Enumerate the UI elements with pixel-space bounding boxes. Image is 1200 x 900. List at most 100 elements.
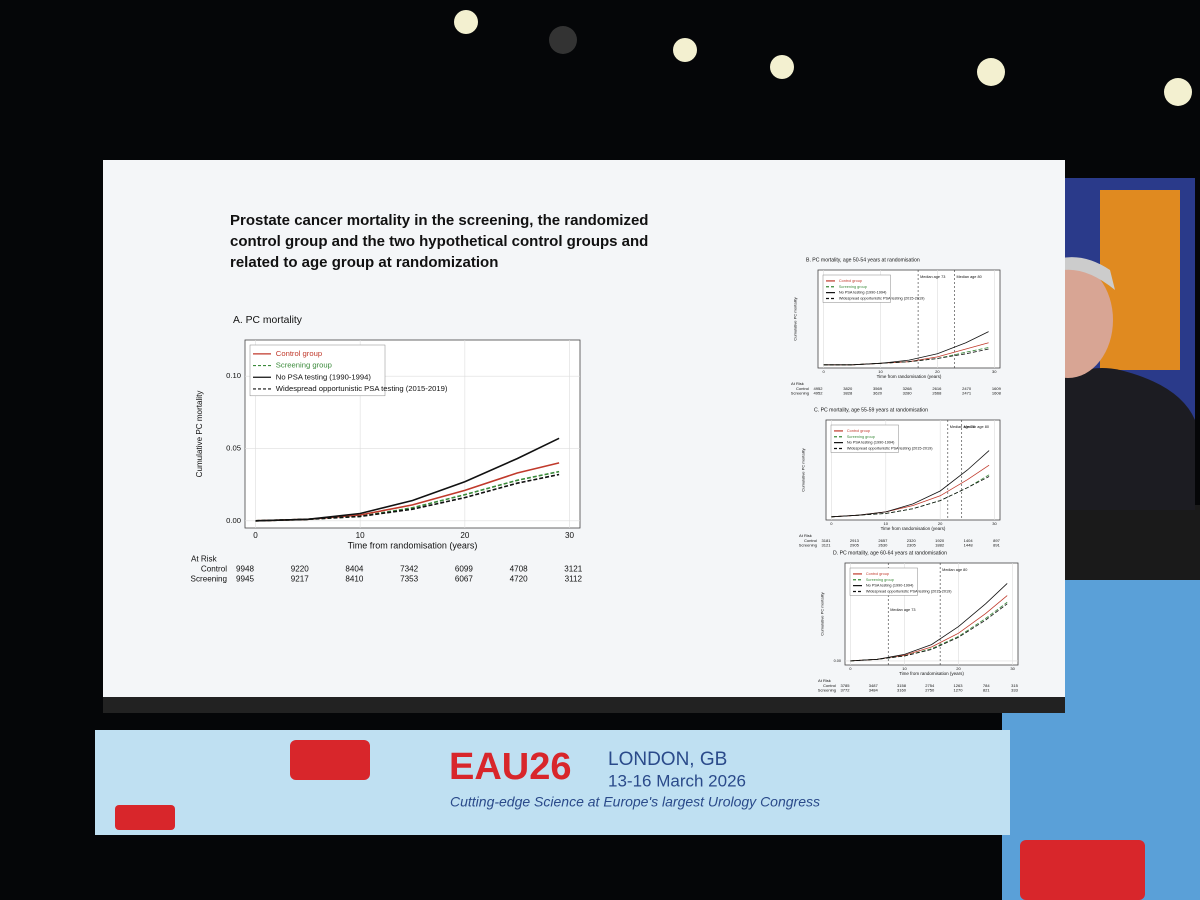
x-tick-label: 20 [938, 521, 943, 526]
at-risk-value: 3268 [903, 386, 913, 391]
at-risk-value: 2905 [850, 543, 860, 548]
at-risk-title: At Risk [799, 533, 813, 538]
banner-tagline: Cutting-edge Science at Europe's largest… [450, 794, 820, 810]
legend-label: Screening group [866, 578, 894, 582]
bus-art [290, 740, 370, 780]
series-line [255, 437, 560, 522]
at-risk-value: 897 [993, 538, 1001, 543]
annotation: Median age 70 [950, 425, 975, 429]
x-tick-label: 30 [1010, 666, 1015, 671]
x-tick-label: 10 [356, 531, 366, 540]
at-risk-row-name: Screening [818, 688, 836, 693]
at-risk-value: 3158 [897, 683, 907, 688]
stage-lights [454, 10, 1192, 106]
chart-title: D. PC mortality, age 60-64 years at rand… [833, 550, 947, 556]
legend-label: Control group [839, 279, 862, 283]
at-risk-value: 4708 [510, 565, 529, 574]
at-risk-value: 3785 [840, 683, 850, 688]
at-risk-value: 8410 [345, 574, 364, 583]
y-axis-label: Cumulative PC mortality [793, 296, 798, 340]
at-risk-value: 3160 [897, 688, 907, 693]
chart-title: C. PC mortality, age 55-59 years at rand… [814, 407, 928, 413]
series-line [255, 473, 560, 522]
at-risk-value: 1609 [992, 386, 1002, 391]
x-axis-label: Time from randomisation (years) [348, 540, 478, 550]
at-risk-title: At Risk [191, 555, 218, 564]
x-axis-label: Time from randomisation (years) [899, 671, 964, 676]
at-risk-value: 1608 [992, 391, 1002, 396]
at-risk-row-name: Screening [791, 391, 809, 396]
at-risk-value: 821 [983, 688, 991, 693]
at-risk-value: 8404 [345, 565, 364, 574]
slide-title-box: Prostate cancer mortality in the screeni… [230, 212, 649, 271]
slide-title: Prostate cancer mortality in the screeni… [230, 212, 649, 271]
at-risk-row-name: Screening [799, 543, 817, 548]
x-tick-label: 20 [935, 369, 940, 374]
legend-label: Widespread opportunistic PSA testing (20… [276, 384, 448, 393]
at-risk-value: 2630 [878, 543, 888, 548]
at-risk-value: 3828 [843, 391, 853, 396]
x-tick-label: 30 [992, 521, 997, 526]
chart-title: A. PC mortality [233, 315, 303, 326]
x-tick-label: 10 [878, 369, 883, 374]
at-risk-row-name: Control [796, 386, 809, 391]
at-risk-value: 9948 [236, 565, 255, 574]
legend-box [822, 274, 891, 303]
legend-label: Widespread opportunistic PSA testing (20… [866, 589, 952, 593]
at-risk-row-name: Control [823, 683, 836, 688]
at-risk-value: 3280 [903, 391, 913, 396]
legend-box [249, 344, 386, 397]
at-risk-value: 6099 [455, 565, 474, 574]
legend-box [849, 567, 918, 596]
at-risk-value: 2470 [962, 386, 972, 391]
series-line [823, 331, 989, 366]
at-risk-value: 2320 [907, 538, 917, 543]
y-axis-label: Cumulative PC mortality [801, 447, 806, 491]
at-risk-value: 3569 [873, 386, 883, 391]
legend-label: Screening group [847, 435, 875, 439]
legend-label: No PSA testing (1990-1994) [847, 441, 895, 445]
annotation: Median age 80 [964, 425, 989, 429]
at-risk-value: 1270 [954, 688, 964, 693]
x-tick-label: 10 [884, 521, 889, 526]
legend-label: No PSA testing (1990-1994) [866, 584, 914, 588]
bus-art [1020, 840, 1145, 900]
at-risk-value: 1263 [954, 683, 964, 688]
at-risk-value: 4720 [510, 574, 529, 583]
y-axis-label: Cumulative PC mortality [820, 591, 825, 635]
side-screen-art [1100, 190, 1180, 370]
at-risk-title: At Risk [791, 381, 805, 386]
x-tick-label: 30 [992, 369, 997, 374]
series-line [850, 603, 1008, 662]
at-risk-value: 3121 [821, 543, 831, 548]
at-risk-value: 2668 [932, 391, 942, 396]
legend-label: Screening group [839, 285, 867, 289]
y-tick-label: 0.10 [226, 371, 241, 380]
at-risk-value: 3487 [869, 683, 879, 688]
x-axis-label: Time from randomisation (years) [881, 526, 946, 531]
at-risk-value: 1882 [935, 543, 945, 548]
at-risk-value: 9220 [291, 565, 310, 574]
series-line [823, 348, 989, 366]
legend-label: Screening group [276, 361, 332, 370]
x-tick-label: 20 [956, 666, 961, 671]
banner-logo: EAU26 [449, 746, 572, 788]
at-risk-value: 784 [983, 683, 991, 688]
x-axis-label: Time from randomisation (years) [877, 374, 942, 379]
at-risk-value: 3181 [821, 538, 831, 543]
at-risk-value: 891 [993, 543, 1001, 548]
y-axis-label: Cumulative PC mortality [195, 390, 204, 478]
at-risk-value: 315 [1011, 683, 1019, 688]
at-risk-value: 9945 [236, 574, 255, 583]
legend-label: Control group [866, 572, 889, 576]
legend-label: Widespread opportunistic PSA testing (20… [839, 296, 925, 300]
legend-label: Widespread opportunistic PSA testing (20… [847, 446, 933, 450]
legend-label: No PSA testing (1990-1994) [276, 372, 372, 381]
at-risk-row-name: Screening [191, 574, 227, 583]
at-risk-value: 3772 [840, 688, 850, 693]
at-risk-value: 6067 [455, 574, 474, 583]
y-tick-label: 0.00 [834, 659, 841, 663]
y-tick-label: 0.00 [226, 516, 241, 525]
